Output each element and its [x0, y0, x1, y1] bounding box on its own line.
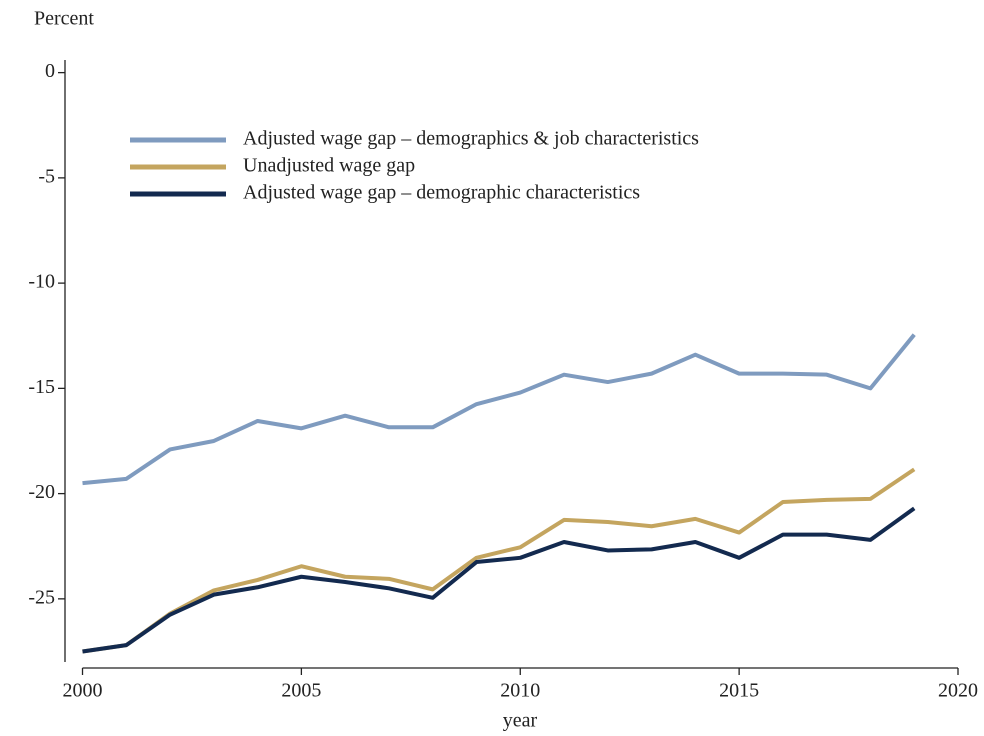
y-tick-label: -5: [38, 165, 55, 187]
x-tick-label: 2010: [500, 680, 540, 702]
x-tick-label: 2015: [719, 680, 759, 702]
x-tick-label: 2005: [281, 680, 321, 702]
series-line: [82, 333, 916, 486]
series-line: [82, 467, 916, 654]
x-tick-label: 2020: [938, 680, 978, 702]
y-tick-label: -25: [28, 586, 55, 608]
y-axis-label: Percent: [34, 8, 94, 30]
x-tick-label: 2000: [63, 680, 103, 702]
y-tick-label: -15: [28, 376, 55, 398]
legend-label: Adjusted wage gap – demographic characte…: [243, 182, 640, 204]
legend-label: Adjusted wage gap – demographics & job c…: [243, 128, 699, 150]
y-tick-label: -20: [28, 481, 55, 503]
x-axis-label: year: [503, 710, 538, 732]
legend-label: Unadjusted wage gap: [243, 155, 415, 177]
y-tick-label: -10: [28, 271, 55, 293]
series-line: [82, 506, 916, 654]
y-tick-label: 0: [45, 60, 55, 82]
